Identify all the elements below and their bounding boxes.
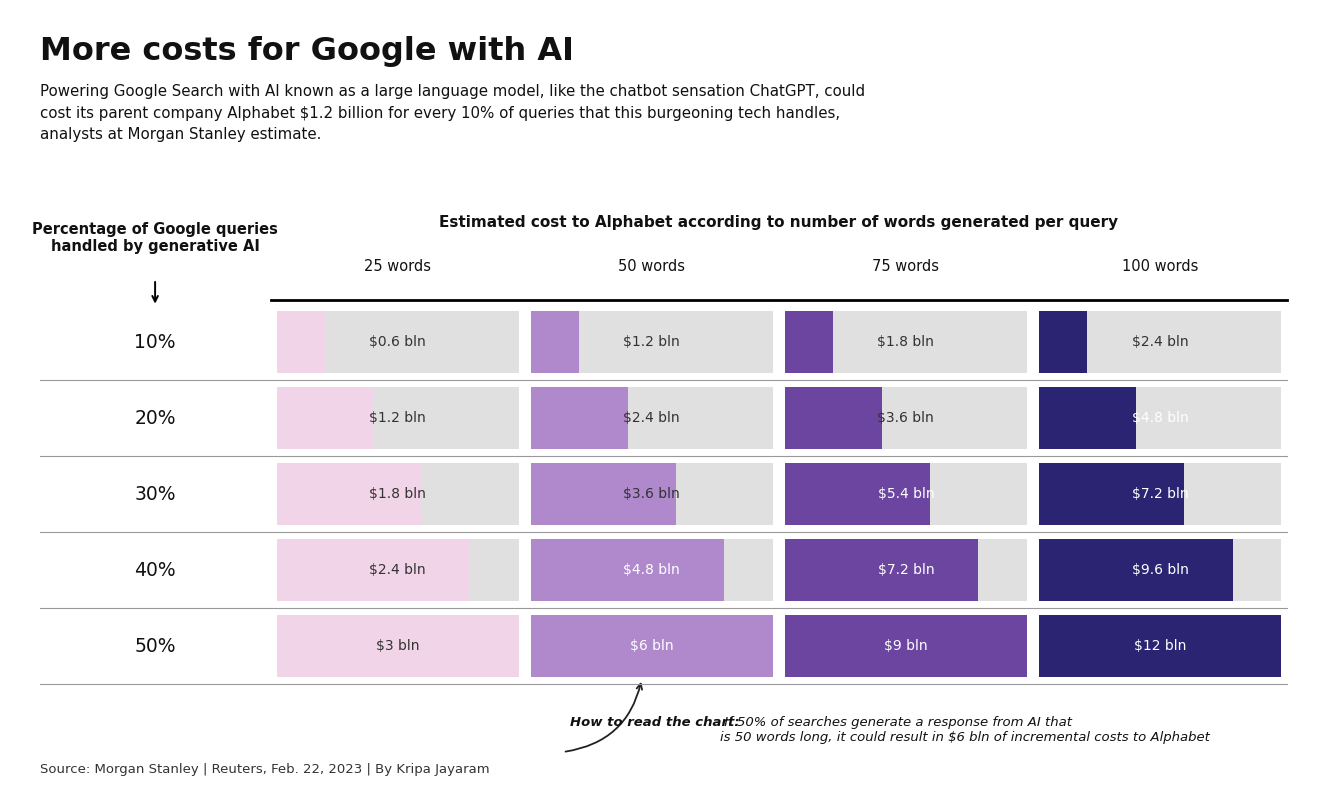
Bar [1039, 311, 1088, 373]
Text: $7.2 bln: $7.2 bln [878, 563, 935, 577]
Bar [277, 387, 374, 449]
Bar [785, 387, 882, 449]
Text: $1.2 bln: $1.2 bln [370, 411, 426, 425]
Bar [785, 463, 1027, 525]
Text: 30%: 30% [135, 485, 176, 503]
Bar [531, 539, 725, 601]
Text: Percentage of Google queries
handled by generative AI: Percentage of Google queries handled by … [32, 222, 279, 254]
Text: If 50% of searches generate a response from AI that
is 50 words long, it could r: If 50% of searches generate a response f… [719, 716, 1209, 744]
Text: $6 bln: $6 bln [630, 639, 673, 653]
Bar [531, 463, 676, 525]
Bar [277, 463, 519, 525]
Text: Estimated cost to Alphabet according to number of words generated per query: Estimated cost to Alphabet according to … [440, 215, 1118, 230]
Text: $1.2 bln: $1.2 bln [623, 335, 680, 349]
Bar [531, 463, 772, 525]
Text: Source: Morgan Stanley | Reuters, Feb. 22, 2023 | By Kripa Jayaram: Source: Morgan Stanley | Reuters, Feb. 2… [40, 763, 490, 776]
Text: $12 bln: $12 bln [1134, 639, 1187, 653]
Bar [531, 311, 772, 373]
Bar [1039, 463, 1280, 525]
Bar [531, 615, 772, 677]
Text: $2.4 bln: $2.4 bln [623, 411, 680, 425]
Bar [1039, 615, 1280, 677]
Bar [785, 615, 1027, 677]
Bar [785, 539, 978, 601]
Text: 50 words: 50 words [618, 258, 685, 274]
Bar [277, 463, 422, 525]
Bar [531, 615, 772, 677]
Bar [277, 539, 470, 601]
Text: $3.6 bln: $3.6 bln [878, 411, 935, 425]
Text: $5.4 bln: $5.4 bln [878, 487, 935, 501]
Bar [531, 311, 579, 373]
Text: 25 words: 25 words [364, 258, 432, 274]
Text: 40%: 40% [135, 561, 176, 579]
Text: $9 bln: $9 bln [884, 639, 928, 653]
Bar [531, 387, 627, 449]
Bar [1039, 539, 1280, 601]
Text: $3 bln: $3 bln [376, 639, 420, 653]
Text: $1.8 bln: $1.8 bln [370, 487, 426, 501]
Text: $7.2 bln: $7.2 bln [1131, 487, 1188, 501]
Bar [785, 311, 833, 373]
Text: $0.6 bln: $0.6 bln [370, 335, 426, 349]
Text: How to read the chart:: How to read the chart: [570, 716, 741, 729]
Bar [1039, 387, 1280, 449]
Bar [1039, 463, 1184, 525]
Bar [277, 311, 519, 373]
Bar [785, 463, 931, 525]
Text: $3.6 bln: $3.6 bln [623, 487, 680, 501]
Bar [785, 387, 1027, 449]
Text: $2.4 bln: $2.4 bln [370, 563, 426, 577]
Bar [277, 387, 519, 449]
Bar [785, 539, 1027, 601]
Bar [785, 615, 1027, 677]
Bar [277, 311, 325, 373]
Bar [277, 615, 519, 677]
Text: 50%: 50% [135, 637, 176, 655]
Text: $4.8 bln: $4.8 bln [623, 563, 680, 577]
Bar [531, 387, 772, 449]
Text: $4.8 bln: $4.8 bln [1131, 411, 1188, 425]
Bar [1039, 311, 1280, 373]
Text: More costs for Google with AI: More costs for Google with AI [40, 36, 574, 67]
Text: $1.8 bln: $1.8 bln [878, 335, 935, 349]
Text: $9.6 bln: $9.6 bln [1131, 563, 1188, 577]
Text: Powering Google Search with AI known as a large language model, like the chatbot: Powering Google Search with AI known as … [40, 84, 865, 142]
Bar [785, 311, 1027, 373]
Bar [1039, 539, 1233, 601]
Text: 20%: 20% [135, 409, 176, 427]
Text: $2.4 bln: $2.4 bln [1131, 335, 1188, 349]
Bar [1039, 387, 1135, 449]
Text: 75 words: 75 words [873, 258, 940, 274]
Text: 100 words: 100 words [1122, 258, 1199, 274]
Bar [277, 615, 519, 677]
Text: 10%: 10% [135, 333, 176, 351]
Bar [531, 539, 772, 601]
Bar [277, 539, 519, 601]
Bar [1039, 615, 1280, 677]
